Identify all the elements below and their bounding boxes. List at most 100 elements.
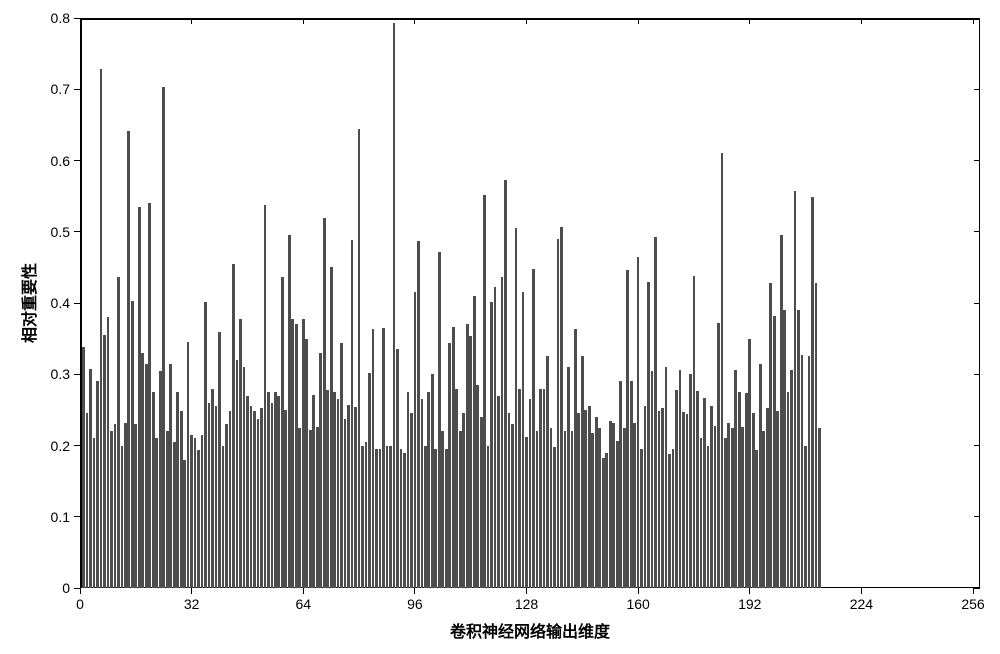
bar bbox=[808, 356, 811, 588]
bar bbox=[567, 367, 570, 588]
bar bbox=[222, 446, 225, 589]
bar bbox=[483, 195, 486, 588]
bar bbox=[529, 399, 532, 588]
bar bbox=[511, 424, 514, 588]
bar bbox=[86, 413, 89, 588]
bar bbox=[204, 302, 207, 588]
bar bbox=[152, 392, 155, 588]
bar bbox=[264, 205, 267, 588]
bar bbox=[738, 392, 741, 588]
bar bbox=[797, 310, 800, 588]
y-tick bbox=[74, 89, 80, 90]
bar bbox=[469, 336, 472, 588]
bar bbox=[110, 431, 113, 588]
bar bbox=[790, 370, 793, 588]
y-tick bbox=[74, 374, 80, 375]
bar bbox=[780, 235, 783, 588]
y-tick-right bbox=[974, 445, 980, 446]
bar bbox=[93, 438, 96, 588]
bar bbox=[208, 403, 211, 588]
y-tick bbox=[74, 160, 80, 161]
y-tick-label: 0.2 bbox=[51, 438, 70, 454]
bar bbox=[134, 424, 137, 588]
bar bbox=[250, 406, 253, 588]
bar bbox=[525, 437, 528, 588]
bar bbox=[361, 446, 364, 589]
bar bbox=[162, 87, 165, 588]
x-tick-top bbox=[526, 18, 527, 24]
bar bbox=[232, 264, 235, 588]
bar bbox=[218, 332, 221, 589]
bar bbox=[581, 356, 584, 588]
bar bbox=[522, 292, 525, 588]
bar bbox=[431, 374, 434, 588]
y-tick bbox=[74, 516, 80, 517]
bar bbox=[490, 302, 493, 588]
bar bbox=[236, 360, 239, 588]
x-tick-label: 192 bbox=[738, 596, 761, 612]
bar bbox=[403, 453, 406, 588]
y-tick-label: 0.3 bbox=[51, 366, 70, 382]
y-tick bbox=[74, 588, 80, 589]
bar bbox=[155, 438, 158, 588]
bar bbox=[714, 426, 717, 588]
bar bbox=[577, 413, 580, 588]
bar bbox=[815, 283, 818, 588]
bar bbox=[480, 417, 483, 588]
bar bbox=[696, 391, 699, 588]
bar bbox=[686, 414, 689, 588]
bar bbox=[539, 389, 542, 589]
bar bbox=[574, 329, 577, 588]
bar bbox=[473, 296, 476, 588]
bar bbox=[176, 392, 179, 588]
bar bbox=[114, 424, 117, 588]
bar bbox=[414, 292, 417, 588]
x-tick-label: 256 bbox=[961, 596, 984, 612]
bar bbox=[497, 396, 500, 588]
bar bbox=[277, 396, 280, 588]
bar bbox=[801, 355, 804, 588]
bar bbox=[640, 449, 643, 588]
bar bbox=[323, 218, 326, 589]
bar bbox=[724, 438, 727, 588]
bar bbox=[121, 446, 124, 589]
y-tick bbox=[74, 18, 80, 19]
bar bbox=[462, 413, 465, 588]
bar bbox=[741, 427, 744, 588]
bar bbox=[707, 446, 710, 589]
bar bbox=[518, 389, 521, 589]
bar bbox=[689, 374, 692, 588]
bar bbox=[138, 207, 141, 588]
bar bbox=[382, 328, 385, 588]
bar bbox=[410, 413, 413, 588]
bar bbox=[658, 411, 661, 588]
x-tick bbox=[191, 588, 192, 594]
bar bbox=[693, 276, 696, 588]
bar bbox=[818, 428, 821, 588]
x-tick-label: 96 bbox=[407, 596, 423, 612]
bar bbox=[305, 339, 308, 588]
bar bbox=[100, 69, 103, 588]
x-tick-top bbox=[191, 18, 192, 24]
bar bbox=[211, 389, 214, 589]
bar bbox=[557, 239, 560, 588]
bar bbox=[637, 257, 640, 588]
x-tick bbox=[749, 588, 750, 594]
y-tick bbox=[74, 303, 80, 304]
bar bbox=[787, 392, 790, 588]
bar bbox=[295, 324, 298, 588]
bar bbox=[494, 287, 497, 588]
bar bbox=[274, 392, 277, 588]
bar bbox=[169, 364, 172, 588]
bar bbox=[148, 203, 151, 588]
bar bbox=[333, 392, 336, 588]
x-tick-label: 224 bbox=[850, 596, 873, 612]
y-tick-right bbox=[974, 588, 980, 589]
bar bbox=[794, 191, 797, 588]
y-axis-label: 相对重要性 bbox=[16, 263, 40, 343]
bar bbox=[187, 342, 190, 588]
x-tick-top bbox=[749, 18, 750, 24]
bar bbox=[417, 241, 420, 588]
bar bbox=[386, 446, 389, 589]
bar bbox=[773, 316, 776, 588]
